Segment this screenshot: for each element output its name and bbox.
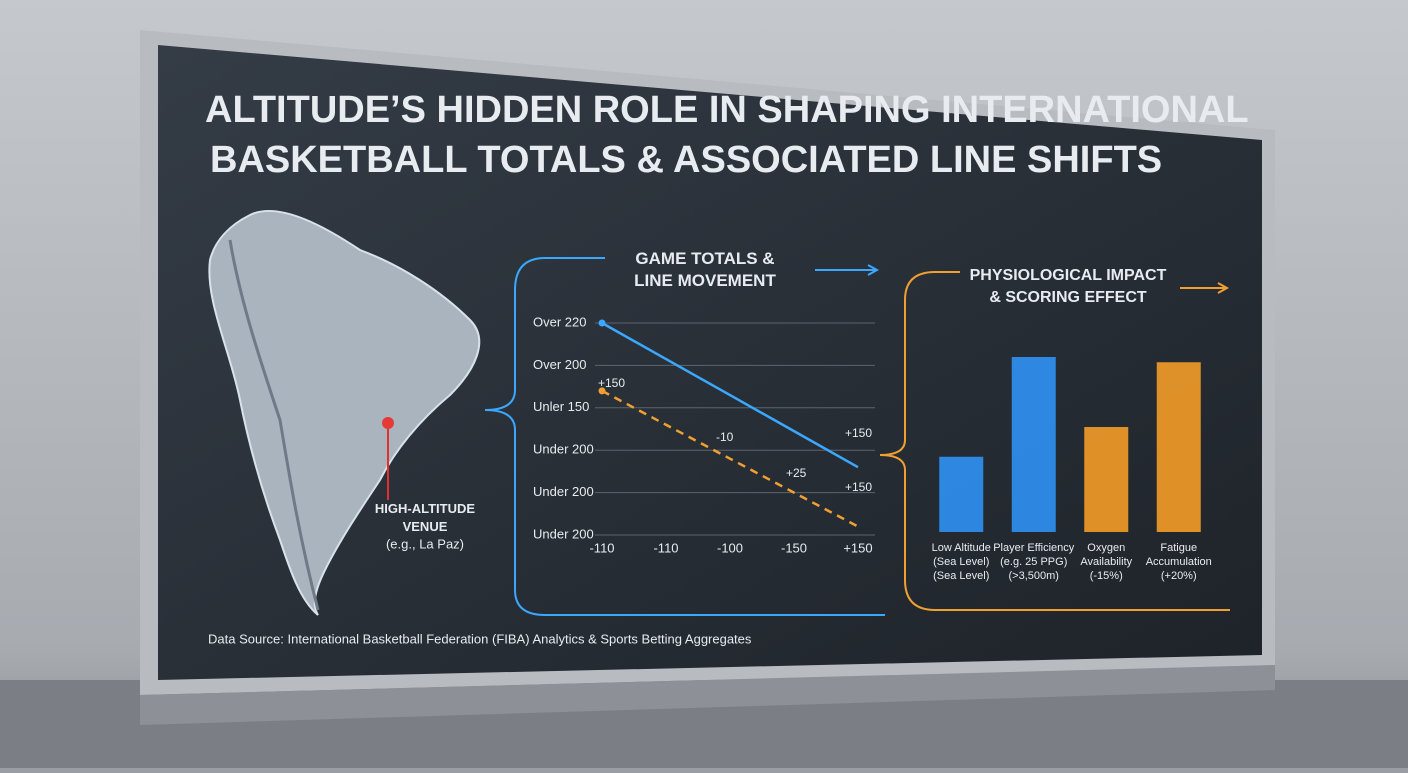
- title-line: ALTITUDE’S HIDDEN ROLE IN SHAPING INTERN…: [205, 89, 1249, 131]
- y-tick-label: Under 200: [533, 484, 594, 499]
- venue-label: HIGH-ALTITUDE VENUE: [375, 501, 475, 534]
- bar: [1011, 357, 1056, 532]
- annotation: +150: [845, 480, 872, 494]
- line-start: [598, 319, 606, 327]
- annotation: +25: [786, 466, 807, 480]
- x-tick-label: Fatigue Accumulation (+20%): [1146, 542, 1212, 582]
- x-tick-label: -110: [589, 540, 614, 555]
- bracket-blue: [484, 257, 885, 616]
- venue-example: (e.g., La Paz): [386, 536, 464, 551]
- bar: [1156, 362, 1201, 532]
- line-series: [601, 389, 859, 528]
- line-start: [598, 387, 606, 395]
- y-tick-label: Over 200: [533, 357, 586, 372]
- y-tick-label: Unler 150: [533, 399, 589, 414]
- chart-title: GAME TOTALS & LINE MOVEMENT: [634, 249, 776, 290]
- line-series: [601, 321, 859, 469]
- bar: [1084, 427, 1129, 532]
- arrow-blue: [815, 264, 880, 276]
- venue-dot: [382, 417, 394, 429]
- y-tick-label: Under 200: [533, 442, 594, 457]
- title-line: BASKETBALL TOTALS & ASSOCIATED LINE SHIF…: [210, 139, 1162, 181]
- bar: [939, 456, 984, 532]
- x-tick-label: -150: [781, 540, 807, 555]
- x-tick-label: Oxygen Availability (-15%): [1080, 542, 1132, 582]
- board-base: [140, 665, 1275, 725]
- board-screen: [158, 45, 1262, 680]
- x-tick-label: -110: [653, 540, 678, 555]
- y-tick-label: Under 200: [533, 526, 594, 541]
- chart-title: PHYSIOLOGICAL IMPACT & SCORING EFFECT: [970, 267, 1167, 306]
- annotation: -10: [716, 430, 734, 444]
- y-tick-label: Over 220: [533, 314, 586, 329]
- x-tick-label: +150: [843, 540, 872, 555]
- bracket-orange: [879, 271, 1230, 611]
- annotation: +150: [845, 426, 872, 440]
- x-tick-label: -100: [717, 540, 743, 555]
- source-note: Data Source: International Basketball Fe…: [208, 631, 752, 646]
- arrow-orange: [1180, 282, 1230, 294]
- x-tick-label: Player Efficiency (e.g. 25 PPG) (>3,500m): [993, 542, 1075, 582]
- annotation: +150: [598, 376, 625, 390]
- map-ridge: [228, 239, 320, 611]
- x-tick-label: Low Altitude (Sea Level) (Sea Level): [932, 542, 991, 582]
- map-shape: [208, 209, 481, 616]
